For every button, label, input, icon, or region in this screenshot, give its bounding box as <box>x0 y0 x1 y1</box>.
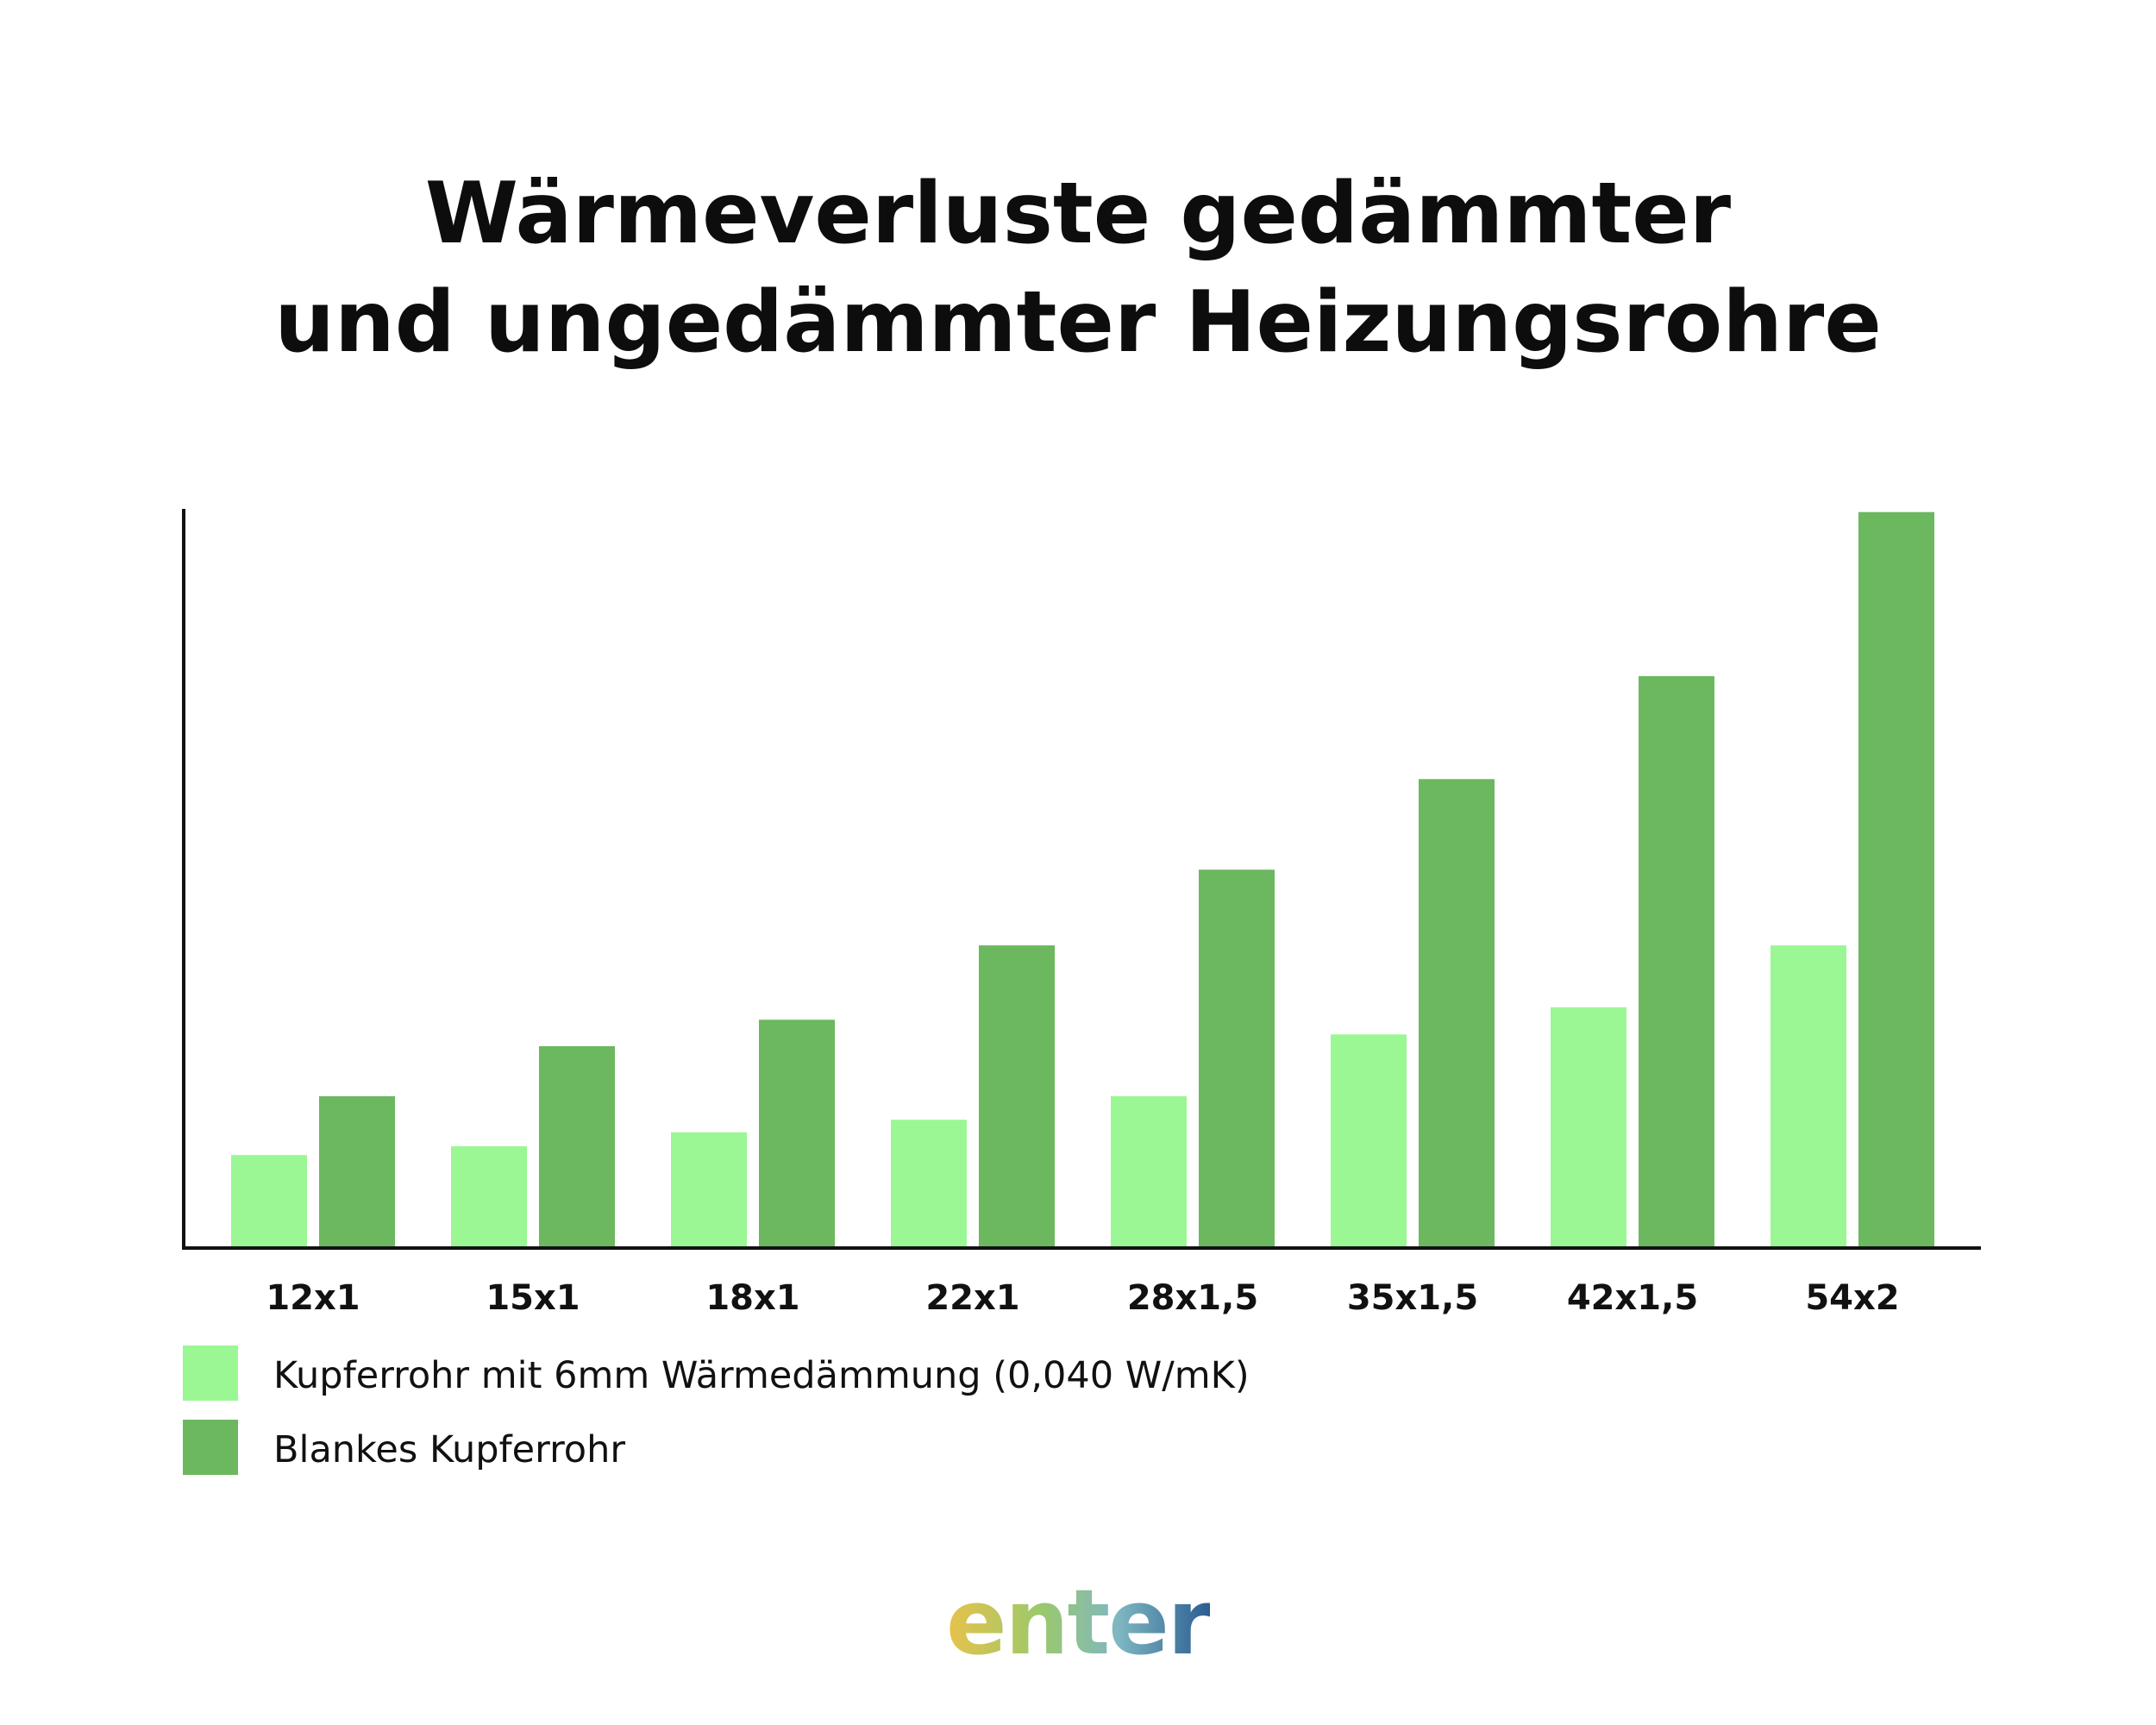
x-tick-label: 54x2 <box>1805 1278 1899 1318</box>
bars-group <box>231 511 1934 1246</box>
bar-bare-35x1,5 <box>1419 779 1495 1246</box>
bar-bare-54x2 <box>1858 511 1934 1246</box>
bar-insulated-35x1,5 <box>1331 1034 1407 1246</box>
chart-title-line-1: Wärmeverluste gedämmter <box>424 165 1732 263</box>
bar-bare-28x1,5 <box>1199 869 1275 1246</box>
legend-label-bare: Blankes Kupferrohr <box>273 1428 626 1471</box>
x-tick-label: 35x1,5 <box>1347 1278 1478 1318</box>
legend-swatch-bare <box>183 1420 238 1475</box>
x-tick-label: 42x1,5 <box>1567 1278 1698 1318</box>
chart-title-line-2: und ungedämmter Heizungsrohre <box>274 273 1882 372</box>
x-tick-label: 18x1 <box>705 1278 799 1318</box>
bar-bare-22x1 <box>979 945 1055 1246</box>
bar-insulated-12x1 <box>231 1155 307 1246</box>
bar-chart: 12x1 15x1 18x1 22x1 28x1,5 35x1,5 42x1,5 54x2 <box>182 509 1981 1318</box>
bar-bare-12x1 <box>319 1096 395 1246</box>
bar-insulated-28x1,5 <box>1111 1096 1187 1246</box>
bar-insulated-15x1 <box>451 1146 527 1246</box>
x-tick-labels: 12x1 15x1 18x1 22x1 28x1,5 35x1,5 42x1,5 54x2 <box>266 1278 1899 1318</box>
bar-bare-18x1 <box>759 1019 835 1246</box>
legend-label-insulated: Kupferrohr mit 6mm Wärmedämmung (0,040 W… <box>273 1354 1250 1397</box>
bar-insulated-18x1 <box>671 1132 747 1246</box>
enter-logo: enter <box>0 1570 2156 1675</box>
x-tick-label: 12x1 <box>266 1278 360 1318</box>
x-tick-label: 15x1 <box>486 1278 580 1318</box>
logo-wordmark: enter <box>945 1570 1212 1675</box>
legend-swatch-insulated <box>183 1346 238 1401</box>
bar-insulated-22x1 <box>891 1120 967 1246</box>
x-tick-label: 22x1 <box>925 1278 1019 1318</box>
x-tick-label: 28x1,5 <box>1127 1278 1258 1318</box>
bar-bare-42x1,5 <box>1639 675 1714 1246</box>
bar-bare-15x1 <box>539 1046 615 1246</box>
bar-insulated-42x1,5 <box>1551 1007 1626 1246</box>
bar-insulated-54x2 <box>1771 945 1846 1246</box>
chart-title: Wärmeverluste gedämmter und ungedämmter … <box>0 160 2156 377</box>
